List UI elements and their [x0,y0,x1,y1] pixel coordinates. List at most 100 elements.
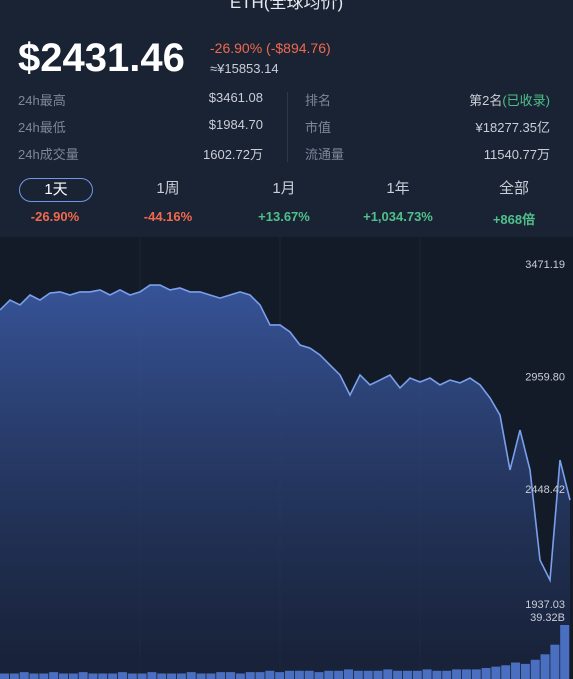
header-panel: ETH(全球均价) $2431.46 -26.90% (-$894.76) ≈¥… [0,0,573,237]
volume-bar [363,670,373,679]
change-pct: -26.90% [210,40,263,56]
volume-bar [127,673,137,679]
period-change: -44.16% [143,209,193,224]
stat-label: 市值 [305,120,332,135]
volume-bar [324,670,334,679]
volume-bar [88,673,98,679]
volume-bar [314,672,324,679]
volume-bar [176,673,186,679]
volume-bar [520,663,530,679]
price-area [0,285,570,679]
volume-bar [157,673,167,679]
y-tick-label: 1937.03 [525,599,565,611]
stat-value: 1602.72万 [203,147,263,162]
volume-bar [98,673,108,679]
y-tick-label: 2448.42 [525,484,565,496]
volume-bar [560,625,570,679]
volume-bar [550,644,560,679]
volume-bar [373,670,383,679]
volume-bar [511,662,521,679]
period-tab[interactable]: 1周 [156,180,180,197]
volume-bar [334,670,344,679]
stat-text: ¥18277.35亿 [475,120,550,135]
y-tick-label: 2959.80 [525,372,565,384]
stat-text: 11540.77万 [483,147,550,162]
volume-bar [167,673,177,679]
volume-bar [304,670,314,679]
volume-bar [19,672,29,679]
volume-bar [216,672,226,679]
period-tab[interactable]: 1月 [272,180,296,197]
volume-bar [294,670,304,679]
divider [287,92,288,162]
price: $2431.46 [18,36,185,80]
volume-bar [481,668,491,679]
stat-value: ¥18277.35亿 [476,117,550,136]
period-tab[interactable]: 全部 [498,180,529,197]
change: -26.90% (-$894.76) [210,40,331,56]
volume-bar [402,670,412,679]
cny-price: ≈¥15853.14 [210,61,279,76]
volume-bar [530,659,540,679]
stat-value: $3461.08 [208,90,263,105]
stat-value: $1984.70 [208,117,263,132]
volume-bar [442,670,452,679]
volume-bar [491,666,501,679]
volume-bar [186,672,196,679]
stat-value: 第2名(已收录) [469,90,550,109]
volume-bar [255,672,265,679]
period-change: -26.90% [30,209,80,224]
volume-bar [147,672,157,679]
volume-bar [58,673,68,679]
volume-bar [235,673,245,679]
volume-bar [226,672,236,679]
volume-bar [68,673,78,679]
period-change: +1,034.73% [363,209,433,224]
stat-note: (已收录) [502,93,550,108]
volume-tick-label: 39.32B [530,612,565,624]
title: ETH(全球均价) [229,0,344,12]
stat-label: 24h最高 [18,93,66,108]
volume-bar [412,670,422,679]
stat-value: 11540.77万 [484,144,550,163]
price-line [0,284,571,584]
volume-bar [452,669,462,679]
volume-bar [265,670,275,679]
volume-bar [108,673,118,679]
stat-label: 24h最低 [18,120,66,135]
volume-bar [432,670,442,679]
volume-bar [245,672,255,679]
volume-bar [39,673,49,679]
volume-bar [461,669,471,679]
volume-bar [422,669,432,679]
volume-bar [49,672,59,679]
volume-bar [471,669,481,679]
period-tab[interactable]: 1天 [19,178,93,202]
period-tab[interactable]: 1年 [386,180,410,197]
stat-label: 排名 [305,93,332,108]
volume-bar [393,670,403,679]
volume-bar [353,670,363,679]
volume-bar [117,672,127,679]
volume-bar [285,670,295,679]
volume-bar [78,672,88,679]
volume-bar [29,673,39,679]
volume-bar [0,673,10,679]
change-abs: (-$894.76) [266,40,331,56]
stat-text: 第2名 [469,93,503,108]
volume-bar [137,673,147,679]
volume-bar [196,673,206,679]
volume-bar [275,672,285,679]
volume-bar [383,669,393,679]
volume-bar [343,669,353,679]
stat-label: 24h成交量 [18,147,79,162]
volume-bar [540,654,550,679]
stat-label: 流通量 [305,147,345,162]
period-change: +868倍 [492,212,536,227]
volume-bar [501,665,511,679]
volume-bar [206,673,216,679]
volume-bar [9,673,19,679]
period-change: +13.67% [258,209,310,224]
